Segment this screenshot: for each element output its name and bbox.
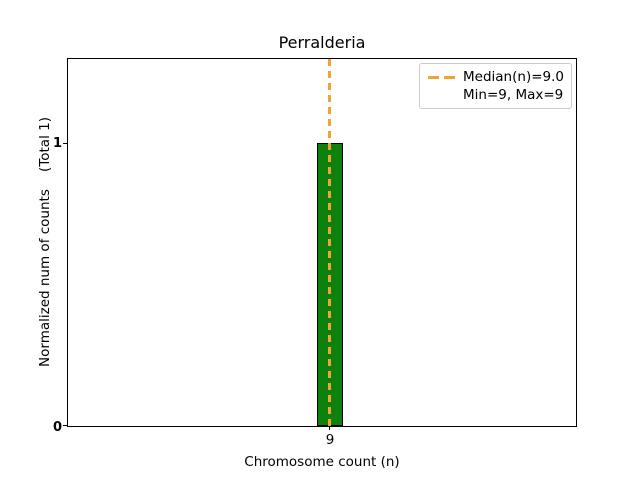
median-dashed-line (328, 59, 331, 426)
legend-box: Median(n)=9.0 Min=9, Max=9 (419, 63, 572, 109)
y-axis-label: Normalized num of counts (Total 1) (37, 117, 53, 367)
legend-label-minmax: Min=9, Max=9 (463, 87, 564, 103)
y-tick-mark-1 (63, 143, 67, 144)
x-tick-mark-9 (329, 426, 330, 430)
chart-title: Perralderia (278, 33, 366, 52)
y-tick-label-1: 1 (52, 136, 62, 151)
x-axis-label: Chromosome count (n) (244, 454, 400, 470)
legend-label-median: Median(n)=9.0 (463, 69, 564, 85)
orange-dashed-line-icon (428, 75, 456, 79)
plot-area: Median(n)=9.0 Min=9, Max=9 (63, 58, 577, 430)
x-tick-label-9: 9 (325, 432, 335, 448)
legend-item-minmax: Min=9, Max=9 (428, 86, 564, 104)
y-tick-mark-0 (63, 425, 67, 426)
legend-item-median: Median(n)=9.0 (428, 68, 564, 86)
y-tick-label-0: 0 (52, 420, 62, 435)
